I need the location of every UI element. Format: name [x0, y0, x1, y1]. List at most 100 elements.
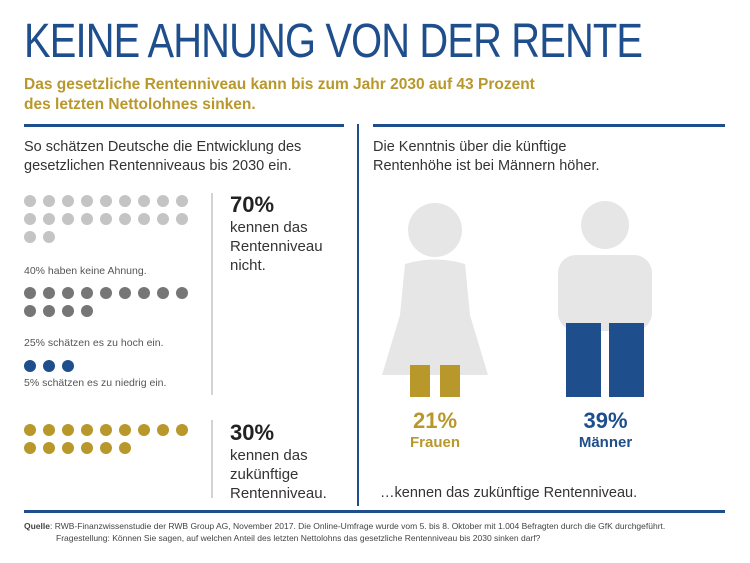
- stat-70-line-3: nicht.: [230, 257, 266, 274]
- stat-70-line-1: kennen das: [230, 219, 308, 236]
- left-top-rule: [24, 124, 344, 127]
- dot: [100, 287, 112, 299]
- women-percent: 21%: [412, 408, 458, 433]
- left-intro: So schätzen Deutsche die Entwicklung des…: [24, 138, 301, 176]
- label-too-high: 25% schätzen es zu hoch ein.: [24, 337, 164, 349]
- gender-figures: [382, 201, 652, 397]
- dot: [24, 305, 36, 317]
- dot: [24, 213, 36, 225]
- right-top-rule: [373, 124, 725, 127]
- page-title: KEINE AHNUNG VON DER RENTE: [24, 15, 643, 68]
- dot: [81, 305, 93, 317]
- dot: [62, 424, 74, 436]
- women-label: Frauen: [409, 434, 460, 451]
- woman-figure: [382, 203, 488, 397]
- dot: [43, 213, 55, 225]
- men-label: Männer: [578, 434, 633, 451]
- left-intro-line-1: So schätzen Deutsche die Entwicklung des: [24, 139, 302, 155]
- dot: [81, 195, 93, 207]
- dot-grid-too-low: [24, 360, 188, 372]
- men-percent: 39%: [583, 408, 628, 433]
- woman-leg-right: [440, 365, 460, 397]
- right-footer-text: …kennen das zukünftige Rentenniveau.: [380, 485, 638, 501]
- right-intro: Die Kenntnis über die künftige Rentenhöh…: [373, 138, 600, 176]
- dot: [119, 213, 131, 225]
- man-figure: [558, 201, 652, 397]
- dot: [157, 195, 169, 207]
- dot: [119, 195, 131, 207]
- dot: [119, 442, 131, 454]
- dot-grid-no-idea: [24, 195, 188, 243]
- left-intro-line-2: gesetzlichen Rentenniveaus bis 2030 ein.: [24, 158, 292, 174]
- dot: [43, 305, 55, 317]
- stat-70-line-2: Rentenniveau: [230, 238, 323, 255]
- dot: [43, 195, 55, 207]
- column-divider: [357, 124, 359, 506]
- dot: [176, 287, 188, 299]
- dot: [176, 424, 188, 436]
- dot: [24, 195, 36, 207]
- dot: [138, 287, 150, 299]
- dot: [100, 195, 112, 207]
- dot: [138, 195, 150, 207]
- men-stat: 39% Männer: [548, 408, 663, 451]
- man-leg-left: [566, 323, 601, 397]
- dot-grid-too-high: [24, 287, 188, 317]
- dot: [138, 424, 150, 436]
- dot: [24, 287, 36, 299]
- stat-30: 30% kennen das zukünftige Rentenniveau.: [230, 420, 327, 503]
- dot: [176, 195, 188, 207]
- man-head: [581, 201, 629, 249]
- man-torso: [558, 255, 652, 331]
- right-intro-line-1: Die Kenntnis über die künftige: [373, 139, 567, 155]
- dot: [43, 442, 55, 454]
- dot: [157, 424, 169, 436]
- source-label: Quelle: [24, 521, 50, 531]
- dot: [24, 360, 36, 372]
- subtitle-line-1: Das gesetzliche Rentenniveau kann bis zu…: [24, 76, 535, 93]
- dot: [62, 305, 74, 317]
- dot: [157, 213, 169, 225]
- women-stat: 21% Frauen: [380, 408, 490, 451]
- dot: [81, 213, 93, 225]
- dot: [43, 424, 55, 436]
- man-hips: [566, 320, 644, 328]
- woman-body: [382, 259, 488, 375]
- dot: [62, 213, 74, 225]
- man-leg-right: [609, 323, 644, 397]
- stat-30-line-2: zukünftige: [230, 466, 299, 483]
- dot: [62, 360, 74, 372]
- dot: [119, 424, 131, 436]
- woman-leg-left: [410, 365, 430, 397]
- dot: [138, 213, 150, 225]
- dot: [43, 287, 55, 299]
- dot: [62, 195, 74, 207]
- dot: [176, 213, 188, 225]
- bottom-rule: [24, 510, 725, 513]
- stat-30-line-3: Rentenniveau.: [230, 485, 327, 502]
- source-line-2: Fragestellung: Können Sie sagen, auf wel…: [56, 533, 541, 543]
- stat-70-value: 70%: [230, 192, 275, 217]
- source-note: Quelle: RWB-Finanzwissenstudie der RWB G…: [24, 520, 744, 544]
- dot: [81, 442, 93, 454]
- dot: [100, 424, 112, 436]
- stat2-divider: [211, 420, 213, 498]
- dot: [62, 287, 74, 299]
- stat-70: 70% kennen das Rentenniveau nicht.: [230, 192, 323, 275]
- dot: [43, 231, 55, 243]
- stat-30-value: 30%: [230, 420, 275, 445]
- right-intro-line-2: Rentenhöhe ist bei Männern höher.: [373, 158, 600, 174]
- dot-grid-know: [24, 424, 188, 454]
- source-line-1: : RWB-Finanzwissenstudie der RWB Group A…: [49, 521, 666, 531]
- dot: [24, 231, 36, 243]
- subtitle: Das gesetzliche Rentenniveau kann bis zu…: [24, 75, 724, 115]
- dot: [43, 360, 55, 372]
- dot: [24, 424, 36, 436]
- dot: [119, 287, 131, 299]
- stat1-divider: [211, 193, 213, 395]
- dot: [100, 213, 112, 225]
- stat-30-line-1: kennen das: [230, 447, 308, 464]
- label-too-low: 5% schätzen es zu niedrig ein.: [24, 377, 167, 389]
- dot: [100, 442, 112, 454]
- dot: [81, 287, 93, 299]
